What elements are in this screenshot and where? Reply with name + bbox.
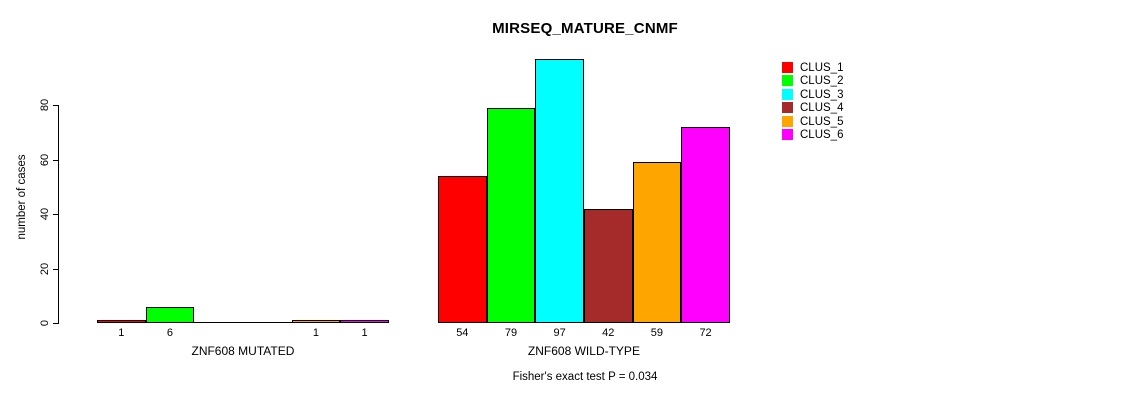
- bar: [681, 127, 730, 323]
- bar-value-label: 97: [553, 327, 566, 339]
- bar-value-label: 6: [166, 327, 174, 339]
- x-axis-baseline: [97, 322, 389, 323]
- y-axis-tick: [53, 214, 58, 216]
- legend-swatch: [782, 88, 793, 100]
- y-tick-label: 20: [39, 262, 51, 275]
- bar-value-label: 59: [650, 327, 664, 339]
- bar: [486, 107, 536, 323]
- bar-value-label: 79: [504, 327, 518, 339]
- y-axis-label: number of cases: [16, 154, 28, 240]
- bar-value-label: 1: [118, 327, 125, 339]
- y-tick-label: 60: [39, 153, 51, 166]
- bar-value-label: 1: [312, 327, 319, 339]
- chart-title: MIRSEQ_MATURE_CNMF: [492, 20, 678, 37]
- legend-swatch: [782, 129, 793, 140]
- legend-swatch: [782, 62, 793, 73]
- y-tick-label: 40: [39, 208, 51, 221]
- bar: [438, 176, 487, 323]
- y-axis-tick: [53, 268, 58, 270]
- group-label: ZNF608 MUTATED: [191, 344, 295, 358]
- bar: [291, 320, 341, 323]
- bar-value-label: 54: [456, 327, 469, 339]
- legend-swatch: [782, 102, 793, 114]
- group-label: ZNF608 WILD-TYPE: [527, 344, 640, 358]
- bar: [583, 208, 633, 323]
- bar: [340, 320, 389, 323]
- legend-swatch: [782, 115, 793, 127]
- legend-label: CLUS_2: [800, 75, 844, 88]
- bar: [145, 306, 195, 323]
- y-axis-tick: [53, 159, 58, 161]
- legend-label: CLUS_1: [800, 62, 844, 74]
- legend-swatch: [782, 75, 793, 87]
- legend-label: CLUS_5: [800, 115, 844, 128]
- legend-label: CLUS_4: [800, 102, 844, 115]
- bar: [97, 320, 146, 323]
- y-tick-label: 80: [39, 99, 51, 112]
- legend-label: CLUS_6: [800, 129, 844, 141]
- fisher-test-annotation: Fisher's exact test P = 0.034: [512, 371, 658, 383]
- bar-value-label: 42: [602, 327, 615, 339]
- bar-value-label: 1: [361, 327, 368, 339]
- y-tick-label: 0: [39, 319, 51, 327]
- bar: [632, 162, 682, 323]
- bar-value-label: 72: [699, 327, 712, 339]
- bar: [535, 59, 584, 323]
- y-axis-line: [58, 105, 59, 324]
- y-axis-tick: [53, 105, 58, 107]
- y-axis-tick: [53, 323, 58, 324]
- legend-label: CLUS_3: [800, 88, 844, 101]
